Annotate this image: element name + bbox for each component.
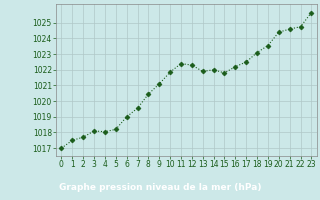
Text: Graphe pression niveau de la mer (hPa): Graphe pression niveau de la mer (hPa) <box>59 183 261 192</box>
